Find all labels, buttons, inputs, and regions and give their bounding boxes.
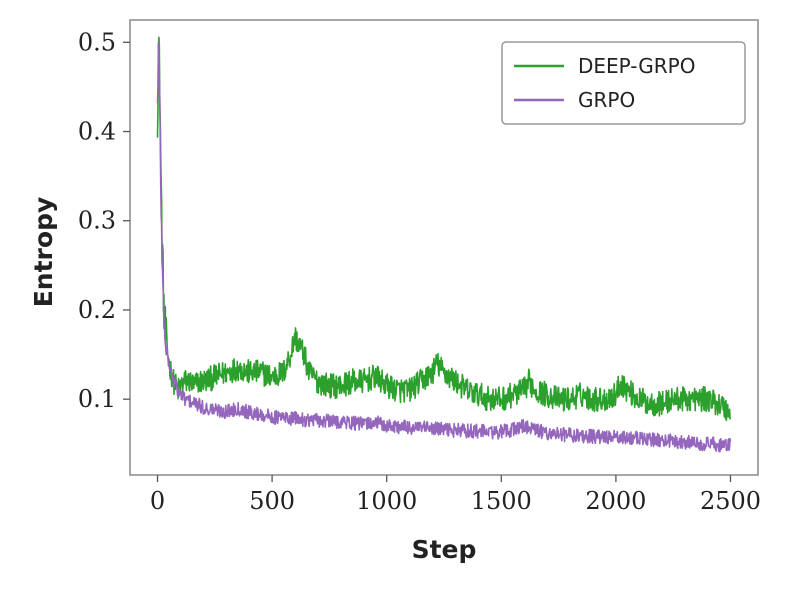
x-axis-label: Step <box>412 535 477 564</box>
x-tick-label: 2500 <box>700 487 761 515</box>
series-line-grpo <box>156 40 732 453</box>
x-tick-label: 1500 <box>471 487 532 515</box>
x-tick-label: 500 <box>249 487 295 515</box>
legend-label-deep-grpo: DEEP-GRPO <box>578 54 695 78</box>
series-line-deep-grpo <box>156 36 732 422</box>
plot-area-frame <box>129 19 759 476</box>
x-axis-ticks: 0 500 1000 1500 2000 2500 <box>150 475 761 515</box>
y-tick-label: 0.5 <box>78 28 116 56</box>
x-tick-label: 1000 <box>356 487 417 515</box>
y-tick-label: 0.3 <box>78 207 116 235</box>
y-tick-label: 0.1 <box>78 385 116 413</box>
legend: DEEP-GRPO GRPO <box>501 41 746 125</box>
x-tick-label: 2000 <box>585 487 646 515</box>
series-layer <box>156 36 732 453</box>
y-axis-ticks: 0.1 0.2 0.3 0.4 0.5 <box>78 28 130 413</box>
y-tick-label: 0.4 <box>78 118 116 146</box>
x-tick-label: 0 <box>150 487 165 515</box>
legend-box <box>501 41 746 125</box>
y-axis-label: Entropy <box>29 197 58 308</box>
legend-label-grpo: GRPO <box>578 88 635 112</box>
y-tick-label: 0.2 <box>78 296 116 324</box>
